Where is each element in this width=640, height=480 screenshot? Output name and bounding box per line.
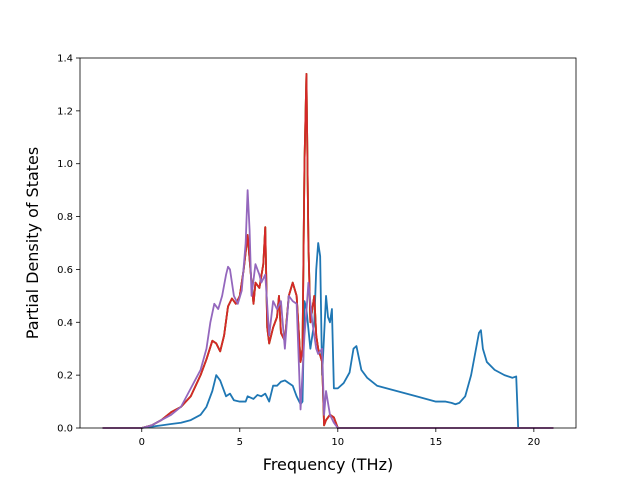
- x-tick-label: 5: [237, 437, 243, 448]
- y-tick-label: 0.2: [57, 371, 73, 382]
- y-tick-label: 1.2: [57, 106, 73, 117]
- series-line-4: [102, 72, 554, 429]
- y-tick-label: 1.0: [57, 159, 73, 170]
- y-tick-label: 0.8: [57, 212, 73, 223]
- y-tick-label: 0.6: [57, 265, 73, 276]
- x-tick-label: 15: [429, 437, 442, 448]
- axes-frame: [79, 57, 577, 429]
- plot-series: [102, 72, 554, 429]
- y-axis-ticks: 0.0 0.2 0.4 0.6 0.8 1.0 1.2 1.4: [57, 54, 80, 435]
- series-line-1: [102, 242, 554, 429]
- x-tick-label: 0: [139, 437, 145, 448]
- x-axis-ticks: 0 5 10 15 20: [139, 428, 540, 448]
- y-tick-label: 1.4: [57, 54, 73, 65]
- series-line-5: [102, 189, 554, 429]
- y-tick-label: 0.0: [57, 424, 73, 435]
- y-tick-label: 0.4: [57, 318, 73, 329]
- x-tick-label: 10: [331, 437, 344, 448]
- y-axis-label: Partial Density of States: [23, 147, 42, 339]
- x-tick-label: 20: [527, 437, 540, 448]
- x-axis-label: Frequency (THz): [263, 455, 393, 474]
